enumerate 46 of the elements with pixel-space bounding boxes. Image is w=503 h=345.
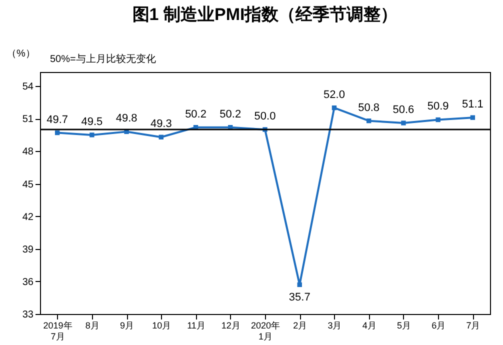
x-tick-label: 5月	[396, 320, 411, 330]
x-tick-label: 4月	[362, 320, 376, 330]
point	[158, 134, 164, 140]
y-tick-label: 36	[22, 276, 34, 288]
y-tick-label: 54	[22, 82, 34, 93]
y-tick-label: 51	[22, 114, 34, 126]
text: 50%=与上月比较无变化	[50, 53, 156, 65]
x-tick-label: 3月	[328, 320, 342, 330]
x-tick-label: 8月	[85, 320, 100, 330]
y-tick-label: 42	[22, 212, 34, 223]
data-label: 50.2	[220, 108, 242, 120]
x-tick-label: 12月	[221, 320, 240, 330]
data-label: 50.6	[392, 104, 414, 116]
data-label: 49.7	[46, 114, 68, 126]
y-axis-title: （%）	[6, 48, 36, 60]
data-label: 51.1	[462, 98, 484, 111]
x-tick-label: 2019年 7月	[43, 320, 72, 342]
y-tick-label: 39	[22, 244, 34, 256]
y-tick-label: 48	[22, 146, 34, 158]
point	[54, 130, 60, 136]
data-label: 50.8	[358, 102, 380, 114]
y-tick-label: 45	[22, 179, 34, 190]
data-label: 52.0	[324, 88, 345, 101]
point	[401, 120, 406, 126]
point	[366, 118, 372, 124]
data-label: 49.8	[116, 112, 138, 125]
y-tick-label: 33	[22, 310, 34, 320]
point	[332, 105, 337, 110]
x-tick-label: 11月	[187, 320, 206, 330]
data-label: 50.2	[185, 108, 206, 120]
point	[436, 117, 440, 122]
data-label: 49.3	[150, 118, 172, 130]
data-label: 49.5	[81, 116, 103, 128]
x-tick-label: 9月	[120, 320, 134, 330]
chart-title: 图1 制造业PMI指数（经季节调整）	[132, 5, 398, 24]
x-tick-label: 7月	[466, 320, 480, 330]
data-label: 50.0	[254, 110, 276, 123]
data-label: 50.9	[427, 100, 449, 113]
point	[297, 282, 302, 288]
point	[470, 115, 476, 120]
x-tick-label: 10月	[152, 320, 172, 330]
data-label: 35.7	[288, 292, 310, 304]
x-tick-label: 2020年 1月	[250, 320, 280, 342]
x-tick-label: 6月	[432, 320, 446, 330]
x-tick-label: 2月	[293, 320, 308, 330]
point	[90, 132, 94, 138]
